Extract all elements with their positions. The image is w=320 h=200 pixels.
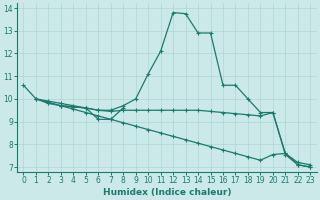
X-axis label: Humidex (Indice chaleur): Humidex (Indice chaleur)	[103, 188, 231, 197]
